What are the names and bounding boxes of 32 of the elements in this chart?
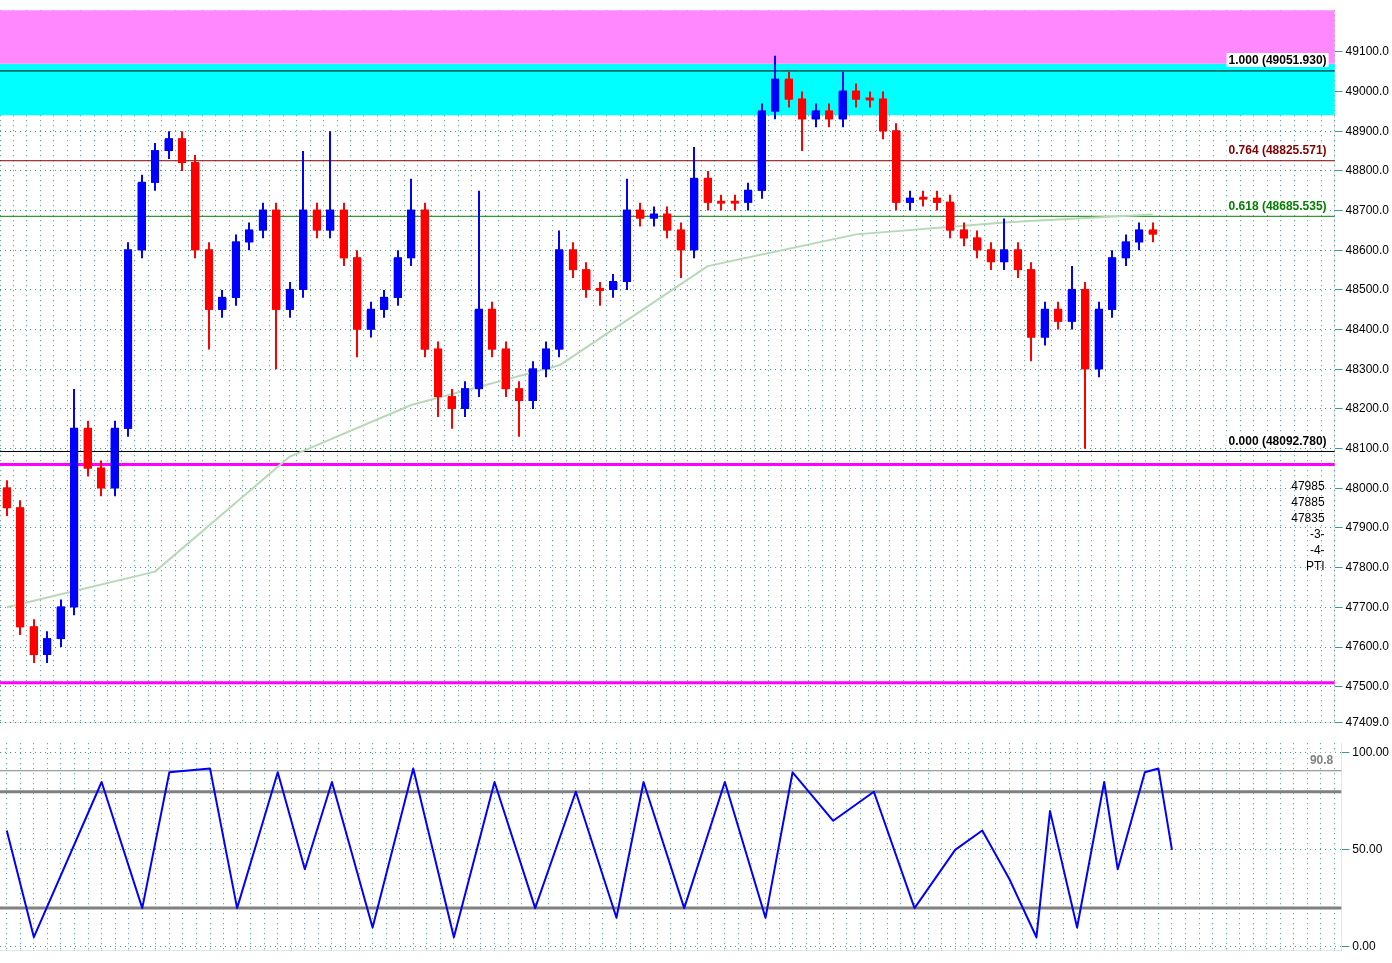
y-tick-label: 47600.0 — [1345, 639, 1390, 654]
annotation: -3- — [1309, 526, 1325, 541]
ref-line-label: 1.000 (49051.930) — [1228, 53, 1327, 68]
y-tick-label: 47700.0 — [1345, 599, 1390, 614]
y-tick-label: 48800.0 — [1345, 163, 1390, 178]
y-tick-label: 47500.0 — [1345, 679, 1390, 694]
y-tick-label: 50.00 — [1352, 842, 1383, 857]
y-tick-label: 48900.0 — [1345, 123, 1390, 138]
y-tick-label: 48500.0 — [1345, 282, 1390, 297]
y-tick-label: 47900.0 — [1345, 520, 1390, 535]
y-tick-label: 100.00 — [1352, 745, 1390, 760]
y-tick-label: 48600.0 — [1345, 242, 1390, 257]
ref-line-label: 0.618 (48685.535) — [1228, 198, 1327, 213]
ref-line-label: 0.764 (48825.571) — [1228, 143, 1327, 158]
y-tick-label: 48400.0 — [1345, 321, 1390, 336]
annotation: 47885 — [1291, 494, 1325, 509]
annotation: -4- — [1309, 542, 1325, 557]
y-tick-label: 48000.0 — [1345, 480, 1390, 495]
y-tick-label: 49100.0 — [1345, 44, 1390, 59]
annotation: PTI — [1305, 558, 1325, 573]
annotation: 47985 — [1291, 478, 1325, 493]
ref-line-label: 0.000 (48092.780) — [1228, 433, 1327, 448]
ref-line-label: 90.8 — [1309, 753, 1334, 768]
y-tick-label: 48700.0 — [1345, 202, 1390, 217]
y-tick-label: 0.00 — [1352, 939, 1376, 954]
y-tick-label: 49000.0 — [1345, 83, 1390, 98]
y-tick-label: 48300.0 — [1345, 361, 1390, 376]
annotation: 47835 — [1291, 510, 1325, 525]
y-tick-label: 47409.0 — [1345, 715, 1390, 730]
y-tick-label: 48100.0 — [1345, 440, 1390, 455]
y-tick-label: 48200.0 — [1345, 401, 1390, 416]
y-tick-label: 47800.0 — [1345, 559, 1390, 574]
